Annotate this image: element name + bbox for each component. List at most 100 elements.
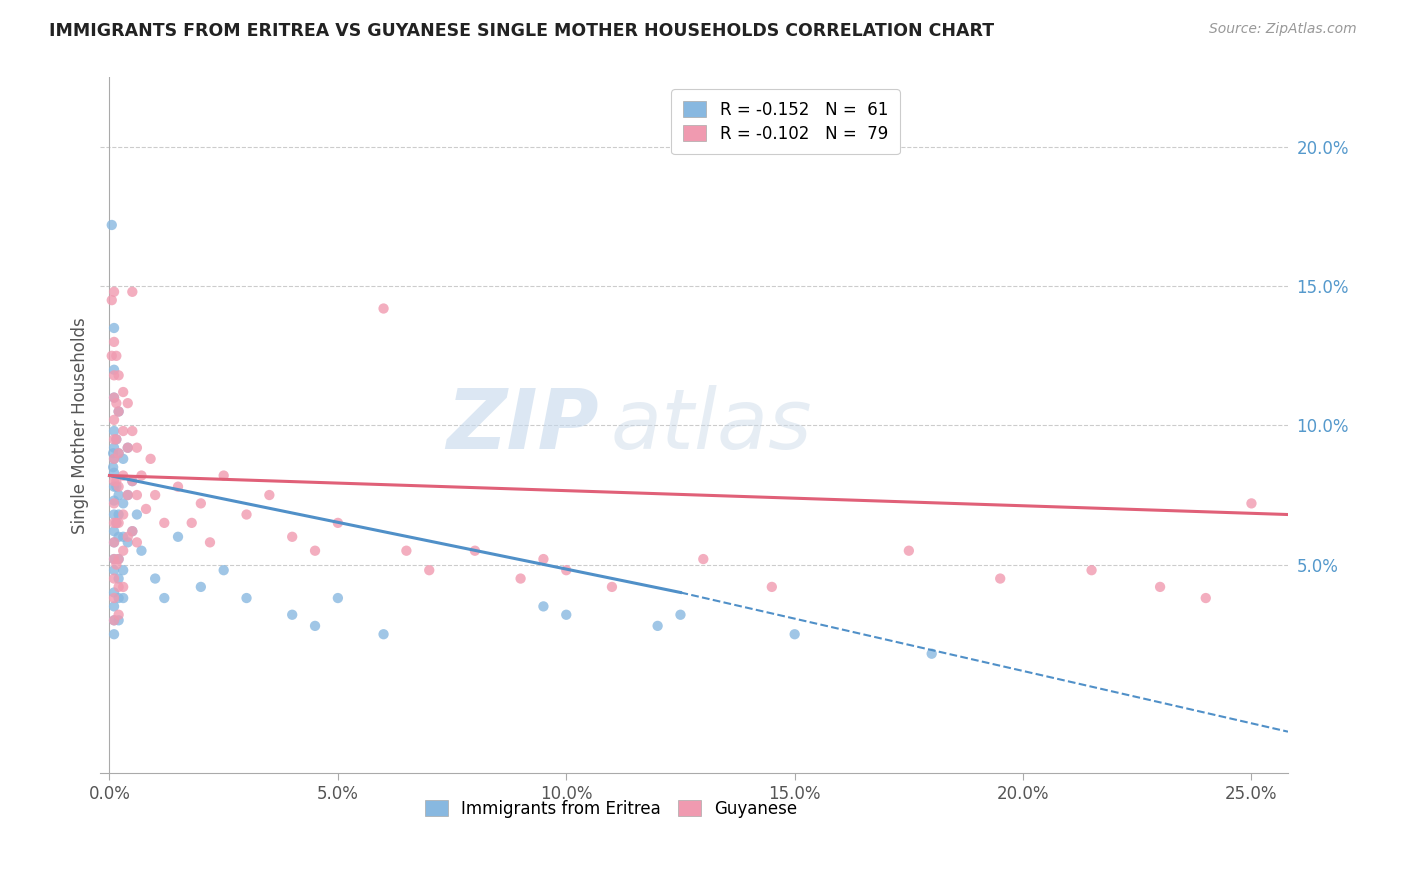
Point — [107, 530, 129, 544]
Point — [1080, 563, 1102, 577]
Point — [105, 349, 128, 363]
Legend: Immigrants from Eritrea, Guyanese: Immigrants from Eritrea, Guyanese — [418, 793, 804, 824]
Text: atlas: atlas — [612, 385, 813, 466]
Point — [125, 488, 148, 502]
Point — [112, 468, 135, 483]
Point — [117, 488, 139, 502]
Point — [921, 647, 943, 661]
Point — [112, 451, 135, 466]
Point — [533, 599, 555, 614]
Point — [555, 563, 578, 577]
Point — [235, 591, 257, 605]
Point — [555, 607, 578, 622]
Point — [103, 613, 125, 627]
Point — [103, 334, 125, 349]
Point — [121, 424, 143, 438]
Point — [105, 516, 128, 530]
Point — [281, 607, 304, 622]
Point — [107, 607, 129, 622]
Point — [105, 396, 128, 410]
Point — [103, 508, 125, 522]
Point — [103, 391, 125, 405]
Point — [647, 619, 669, 633]
Point — [135, 502, 157, 516]
Point — [395, 543, 418, 558]
Point — [103, 585, 125, 599]
Point — [121, 474, 143, 488]
Point — [600, 580, 623, 594]
Point — [143, 488, 166, 502]
Point — [107, 580, 129, 594]
Point — [100, 218, 122, 232]
Point — [121, 524, 143, 539]
Point — [103, 524, 125, 539]
Point — [190, 496, 212, 510]
Point — [103, 285, 125, 299]
Y-axis label: Single Mother Households: Single Mother Households — [72, 317, 89, 533]
Point — [125, 441, 148, 455]
Point — [121, 524, 143, 539]
Point — [117, 530, 139, 544]
Point — [988, 572, 1011, 586]
Point — [190, 580, 212, 594]
Point — [103, 321, 125, 335]
Point — [107, 404, 129, 418]
Point — [509, 572, 531, 586]
Point — [761, 580, 783, 594]
Point — [107, 508, 129, 522]
Point — [112, 508, 135, 522]
Point — [117, 488, 139, 502]
Point — [125, 508, 148, 522]
Point — [112, 424, 135, 438]
Point — [125, 535, 148, 549]
Point — [100, 293, 122, 307]
Point — [107, 446, 129, 460]
Point — [131, 543, 153, 558]
Point — [669, 607, 692, 622]
Point — [117, 396, 139, 410]
Point — [103, 613, 125, 627]
Point — [1240, 496, 1263, 510]
Point — [107, 368, 129, 383]
Point — [153, 591, 176, 605]
Point — [107, 516, 129, 530]
Point — [105, 433, 128, 447]
Point — [198, 535, 221, 549]
Point — [103, 599, 125, 614]
Point — [112, 530, 135, 544]
Point — [112, 496, 135, 510]
Point — [103, 391, 125, 405]
Point — [103, 552, 125, 566]
Point — [112, 580, 135, 594]
Point — [1149, 580, 1171, 594]
Point — [153, 516, 176, 530]
Point — [107, 572, 129, 586]
Point — [103, 424, 125, 438]
Point — [783, 627, 806, 641]
Point — [107, 552, 129, 566]
Point — [103, 433, 125, 447]
Point — [167, 480, 190, 494]
Point — [103, 368, 125, 383]
Point — [107, 591, 129, 605]
Point — [105, 516, 128, 530]
Point — [533, 552, 555, 566]
Point — [107, 552, 129, 566]
Point — [139, 451, 162, 466]
Point — [107, 404, 129, 418]
Point — [112, 384, 135, 399]
Point — [1195, 591, 1218, 605]
Point — [103, 451, 125, 466]
Point — [143, 572, 166, 586]
Point — [121, 285, 143, 299]
Point — [103, 563, 125, 577]
Point — [103, 493, 125, 508]
Point — [103, 535, 125, 549]
Point — [121, 474, 143, 488]
Point — [103, 466, 125, 480]
Point — [103, 496, 125, 510]
Point — [103, 363, 125, 377]
Point — [103, 591, 125, 605]
Point — [131, 468, 153, 483]
Point — [103, 516, 125, 530]
